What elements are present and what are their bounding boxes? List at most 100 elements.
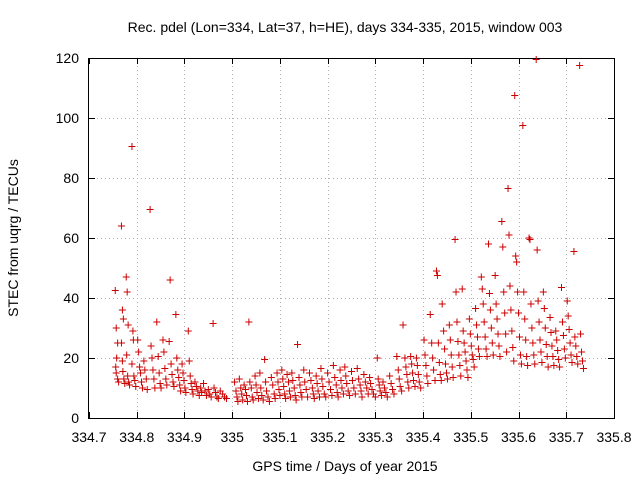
data-point bbox=[156, 380, 164, 387]
data-point bbox=[210, 384, 218, 392]
data-point bbox=[454, 338, 462, 345]
data-point bbox=[478, 285, 486, 293]
x-tick-label: 335.4 bbox=[406, 429, 441, 445]
data-point bbox=[306, 369, 313, 377]
data-point bbox=[238, 390, 246, 398]
data-point bbox=[520, 288, 528, 296]
data-point bbox=[519, 122, 527, 129]
data-point bbox=[503, 348, 511, 356]
data-point bbox=[292, 396, 300, 404]
data-point bbox=[446, 336, 454, 344]
data-point bbox=[540, 305, 548, 312]
data-point bbox=[442, 369, 450, 377]
data-point bbox=[252, 381, 260, 389]
y-tick-label: 80 bbox=[63, 170, 79, 186]
data-point bbox=[211, 389, 219, 396]
data-point bbox=[509, 344, 517, 351]
data-point bbox=[445, 321, 453, 329]
data-point bbox=[546, 314, 554, 321]
data-point bbox=[570, 248, 578, 255]
data-point bbox=[332, 381, 340, 389]
plot-frame bbox=[88, 58, 615, 419]
data-point bbox=[166, 276, 174, 284]
data-point bbox=[192, 383, 200, 390]
data-point bbox=[474, 333, 481, 341]
data-point bbox=[560, 345, 568, 353]
data-point bbox=[361, 378, 369, 386]
data-point bbox=[221, 393, 229, 401]
data-point bbox=[420, 336, 428, 344]
data-point bbox=[505, 231, 513, 239]
data-point bbox=[502, 330, 510, 338]
data-point bbox=[417, 384, 425, 392]
data-point bbox=[290, 384, 298, 392]
data-point bbox=[415, 378, 423, 386]
data-point bbox=[273, 369, 281, 377]
data-point bbox=[469, 356, 477, 363]
x-tick-label: 335.5 bbox=[453, 429, 488, 445]
data-point bbox=[153, 318, 161, 326]
data-point bbox=[517, 360, 525, 368]
data-point bbox=[126, 381, 134, 389]
data-point bbox=[307, 377, 315, 384]
data-point bbox=[422, 362, 430, 369]
data-point bbox=[426, 311, 434, 318]
data-point bbox=[480, 318, 488, 326]
data-point bbox=[337, 377, 345, 384]
data-point bbox=[506, 282, 514, 290]
data-point bbox=[410, 377, 418, 384]
data-point bbox=[314, 387, 322, 395]
data-point bbox=[233, 393, 241, 401]
data-point bbox=[200, 380, 208, 387]
data-point bbox=[500, 288, 508, 296]
data-point bbox=[258, 392, 266, 399]
data-point bbox=[571, 333, 579, 341]
data-point bbox=[438, 300, 446, 308]
data-point bbox=[213, 393, 221, 401]
data-point bbox=[188, 386, 196, 393]
data-point bbox=[435, 359, 443, 366]
data-point bbox=[548, 342, 556, 350]
data-point bbox=[451, 236, 459, 243]
data-point bbox=[253, 389, 261, 396]
data-point bbox=[547, 329, 555, 336]
data-point bbox=[553, 336, 561, 344]
data-point bbox=[313, 380, 321, 387]
data-point bbox=[124, 372, 132, 380]
x-tick-label: 335.6 bbox=[501, 429, 536, 445]
data-point bbox=[140, 357, 148, 365]
data-point bbox=[132, 383, 140, 390]
data-point bbox=[440, 327, 448, 335]
data-point bbox=[363, 384, 371, 392]
data-point bbox=[567, 351, 575, 359]
data-point bbox=[334, 393, 342, 401]
data-point bbox=[576, 62, 584, 69]
data-point bbox=[254, 395, 262, 402]
data-point bbox=[246, 378, 254, 386]
data-point bbox=[128, 360, 136, 368]
data-point bbox=[353, 365, 361, 372]
data-point bbox=[499, 243, 507, 251]
data-point bbox=[556, 363, 564, 371]
data-point bbox=[466, 330, 474, 338]
data-point bbox=[448, 363, 456, 371]
data-point bbox=[291, 392, 299, 399]
x-tick-label: 335 bbox=[221, 429, 245, 445]
data-point bbox=[513, 258, 521, 266]
data-point bbox=[532, 56, 540, 63]
chart-title: Rec. pdel (Lon=334, Lat=37, h=HE), days … bbox=[128, 19, 563, 35]
data-point bbox=[249, 396, 257, 404]
data-point bbox=[251, 372, 259, 380]
data-point bbox=[495, 342, 503, 350]
data-point bbox=[577, 330, 585, 338]
data-point bbox=[130, 372, 138, 380]
data-point bbox=[120, 375, 128, 383]
data-point bbox=[240, 381, 248, 389]
data-point bbox=[142, 375, 150, 383]
data-point bbox=[554, 347, 562, 354]
data-point bbox=[530, 351, 538, 359]
data-point bbox=[453, 318, 461, 326]
data-point bbox=[496, 353, 504, 360]
data-point bbox=[160, 348, 168, 356]
